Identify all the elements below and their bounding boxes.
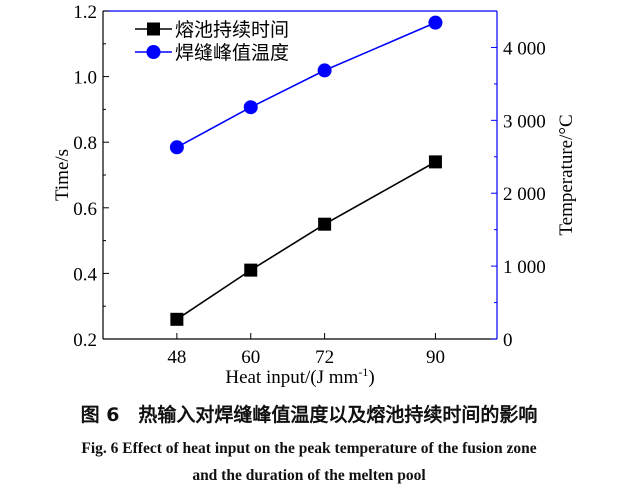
right-tick-label: 2 000 bbox=[503, 184, 546, 205]
legend-label: 熔池持续时间 bbox=[175, 19, 289, 41]
legend-marker-square bbox=[147, 22, 160, 36]
left-tick-label: 1.2 bbox=[73, 2, 97, 23]
left-tick-label: 0.8 bbox=[73, 133, 97, 154]
left-tick-label: 0.4 bbox=[73, 264, 97, 285]
series-line-1 bbox=[176, 21, 436, 149]
x-tick-label: 60 bbox=[241, 347, 260, 368]
legend-label: 焊缝峰值温度 bbox=[175, 42, 289, 64]
data-point-circle bbox=[243, 100, 258, 115]
right-tick-label: 3 000 bbox=[503, 111, 546, 132]
left-tick-label: 0.2 bbox=[73, 330, 97, 351]
right-axis-label: Temperature/°C bbox=[556, 114, 577, 235]
legend-marker-circle bbox=[146, 45, 161, 59]
series-line-0 bbox=[176, 161, 436, 320]
data-point-circle bbox=[428, 15, 443, 30]
dual-axis-line-chart: 0.2 0.4 0.6 0.8 1.0 1.2 0 1 000 2 000 3 000 4 000 4… bbox=[52, 2, 577, 388]
x-tick-label: 90 bbox=[426, 347, 445, 368]
right-tick-label: 0 bbox=[503, 330, 513, 351]
caption-english-line2: and the duration of the melten pool bbox=[192, 467, 426, 484]
left-tick-label: 0.6 bbox=[73, 199, 97, 220]
caption-english-line1: Fig. 6 Effect of heat input on the peak … bbox=[81, 440, 537, 457]
left-tick-label: 1.0 bbox=[73, 68, 97, 89]
data-point-square bbox=[428, 155, 442, 169]
data-point-circle bbox=[169, 140, 184, 155]
data-point-square bbox=[244, 263, 258, 277]
x-tick-label: 72 bbox=[315, 347, 334, 368]
right-tick-label: 4 000 bbox=[503, 38, 546, 59]
caption-chinese: 图 6 热输入对焊缝峰值温度以及熔池持续时间的影响 bbox=[80, 404, 538, 426]
data-point-square bbox=[170, 312, 184, 326]
data-point-square bbox=[318, 217, 332, 231]
right-tick-label: 1 000 bbox=[503, 257, 546, 278]
x-axis-label: Heat input/(J mm-1) bbox=[225, 365, 374, 388]
x-tick-label: 48 bbox=[167, 347, 186, 368]
data-point-circle bbox=[317, 63, 332, 78]
left-axis-label: Time/s bbox=[52, 149, 73, 201]
